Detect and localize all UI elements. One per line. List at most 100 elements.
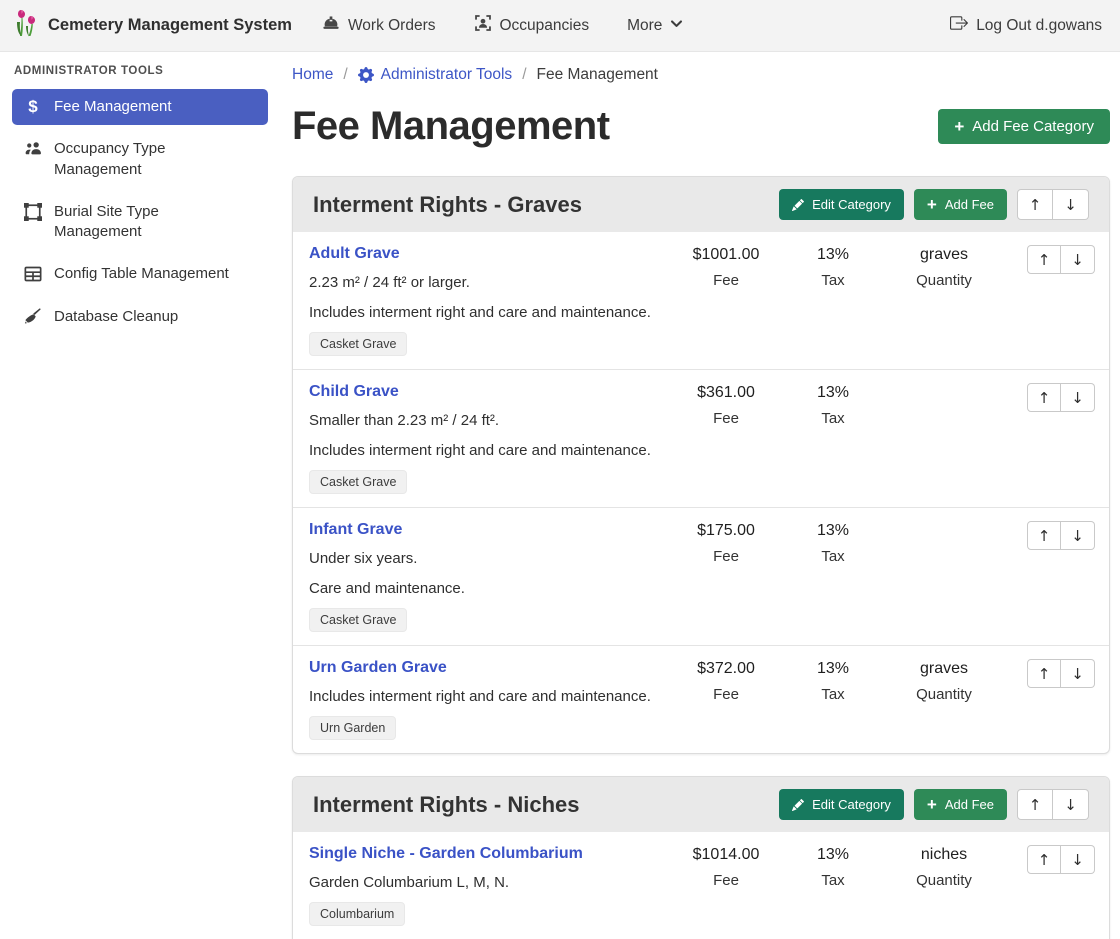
- fee-amount: $1001.00: [671, 246, 781, 264]
- fee-tag: Columbarium: [309, 902, 405, 926]
- breadcrumb-home-link[interactable]: Home: [292, 66, 333, 84]
- category-move-group: ↑ ↓: [1017, 789, 1089, 820]
- arrow-down-icon: ↓: [1071, 527, 1084, 545]
- add-fee-button[interactable]: + Add Fee: [914, 789, 1007, 820]
- sidebar-item-occupancy-type-management[interactable]: Occupancy Type Management: [12, 131, 268, 188]
- arrow-up-icon: ↑: [1029, 796, 1042, 814]
- move-fee-down-button[interactable]: ↓: [1061, 383, 1095, 412]
- nav-item-more[interactable]: More: [627, 17, 683, 35]
- fee-description: Includes interment right and care and ma…: [309, 686, 665, 707]
- edit-category-button[interactable]: Edit Category: [779, 189, 904, 220]
- category-title: Interment Rights - Graves: [313, 192, 769, 218]
- move-category-down-button[interactable]: ↓: [1053, 789, 1089, 820]
- move-fee-down-button[interactable]: ↓: [1061, 521, 1095, 550]
- fee-amount-label: Fee: [671, 872, 781, 889]
- logout-label: Log Out d.gowans: [976, 17, 1102, 35]
- tax-cell: 13% Tax: [787, 245, 879, 289]
- breadcrumb-admin-tools-link[interactable]: Administrator Tools: [358, 66, 513, 84]
- fee-row: Infant Grave Under six years.Care and ma…: [293, 507, 1109, 645]
- plus-icon: +: [927, 198, 937, 212]
- add-fee-label: Add Fee: [945, 197, 994, 212]
- category-title: Interment Rights - Niches: [313, 792, 769, 818]
- nav-item-occupancies[interactable]: Occupancies: [474, 14, 590, 37]
- tax-value: 13%: [787, 384, 879, 402]
- fee-amount-cell: $372.00 Fee: [671, 659, 781, 703]
- users-icon: [22, 139, 44, 157]
- fee-name-link[interactable]: Adult Grave: [309, 245, 400, 263]
- table-icon: [22, 264, 44, 283]
- fee-name-link[interactable]: Single Niche - Garden Columbarium: [309, 845, 583, 863]
- fee-description: Garden Columbarium L, M, N.: [309, 872, 665, 893]
- fee-name-link[interactable]: Urn Garden Grave: [309, 659, 447, 677]
- nav-item-label: Work Orders: [348, 17, 436, 35]
- fee-description: Care and maintenance.: [309, 578, 665, 599]
- arrow-up-icon: ↑: [1038, 851, 1051, 869]
- nav-item-work-orders[interactable]: Work Orders: [322, 14, 436, 37]
- arrow-down-icon: ↓: [1071, 389, 1084, 407]
- move-fee-down-button[interactable]: ↓: [1061, 659, 1095, 688]
- tax-label: Tax: [787, 272, 879, 289]
- fee-amount-cell: $1014.00 Fee: [671, 845, 781, 889]
- tax-cell: 13% Tax: [787, 659, 879, 703]
- sidebar: ADMINISTRATOR TOOLS $ Fee Management Occ…: [0, 52, 280, 341]
- quantity-cell: graves Quantity: [885, 245, 1003, 289]
- edit-category-label: Edit Category: [812, 197, 891, 212]
- fee-amount-label: Fee: [671, 686, 781, 703]
- sidebar-item-fee-management[interactable]: $ Fee Management: [12, 89, 268, 125]
- move-fee-down-button[interactable]: ↓: [1061, 845, 1095, 874]
- breadcrumb-admin-tools-label: Administrator Tools: [381, 66, 513, 84]
- fee-name-link[interactable]: Infant Grave: [309, 521, 402, 539]
- sidebar-item-burial-site-type-management[interactable]: Burial Site Type Management: [12, 194, 268, 251]
- add-fee-button[interactable]: + Add Fee: [914, 189, 1007, 220]
- dollar-icon: $: [22, 97, 44, 115]
- breadcrumb: Home / Administrator Tools / Fee Managem…: [292, 66, 1110, 84]
- fee-amount: $1014.00: [671, 846, 781, 864]
- move-fee-up-button[interactable]: ↑: [1027, 383, 1061, 412]
- move-fee-down-button[interactable]: ↓: [1061, 245, 1095, 274]
- move-fee-up-button[interactable]: ↑: [1027, 521, 1061, 550]
- fee-description: Includes interment right and care and ma…: [309, 440, 665, 461]
- tax-label: Tax: [787, 872, 879, 889]
- move-category-up-button[interactable]: ↑: [1017, 189, 1053, 220]
- move-fee-up-button[interactable]: ↑: [1027, 659, 1061, 688]
- gear-icon: [358, 67, 374, 83]
- breadcrumb-separator: /: [343, 66, 347, 84]
- quantity-cell: niches Quantity: [885, 845, 1003, 889]
- move-fee-up-button[interactable]: ↑: [1027, 245, 1061, 274]
- quantity-cell: graves Quantity: [885, 659, 1003, 703]
- main-content: Home / Administrator Tools / Fee Managem…: [280, 52, 1120, 939]
- fee-row: Child Grave Smaller than 2.23 m² / 24 ft…: [293, 369, 1109, 507]
- edit-category-label: Edit Category: [812, 797, 891, 812]
- fee-description: 2.23 m² / 24 ft² or larger.: [309, 272, 665, 293]
- fee-amount-cell: $175.00 Fee: [671, 521, 781, 565]
- add-fee-label: Add Fee: [945, 797, 994, 812]
- tax-cell: 13% Tax: [787, 845, 879, 889]
- fee-list: Single Niche - Garden Columbarium Garden…: [293, 832, 1109, 939]
- navbar-links: Work Orders Occupancies More: [322, 14, 684, 37]
- fee-info-cell: Adult Grave 2.23 m² / 24 ft² or larger.I…: [309, 245, 665, 356]
- logout-link[interactable]: Log Out d.gowans: [950, 14, 1102, 37]
- fee-list: Adult Grave 2.23 m² / 24 ft² or larger. I…: [293, 232, 1109, 753]
- fee-info-cell: Urn Garden Grave Includes interment righ…: [309, 659, 665, 740]
- logout-icon: [950, 14, 968, 37]
- arrow-up-icon: ↑: [1038, 527, 1051, 545]
- fee-amount-cell: $1001.00 Fee: [671, 245, 781, 289]
- quantity-label: Quantity: [885, 686, 1003, 703]
- sidebar-item-database-cleanup[interactable]: Database Cleanup: [12, 299, 268, 335]
- fee-row: Single Niche - Garden Columbarium Garden…: [293, 832, 1109, 939]
- move-category-up-button[interactable]: ↑: [1017, 789, 1053, 820]
- fee-info-cell: Child Grave Smaller than 2.23 m² / 24 ft…: [309, 383, 665, 494]
- add-fee-category-button[interactable]: + Add Fee Category: [938, 109, 1110, 144]
- tax-value: 13%: [787, 522, 879, 540]
- chevron-down-icon: [670, 17, 683, 35]
- move-category-down-button[interactable]: ↓: [1053, 189, 1089, 220]
- fee-info-cell: Infant Grave Under six years.Care and ma…: [309, 521, 665, 632]
- sidebar-heading: ADMINISTRATOR TOOLS: [14, 65, 268, 77]
- tax-cell: 13% Tax: [787, 521, 879, 565]
- hard-hat-icon: [322, 14, 340, 37]
- move-fee-up-button[interactable]: ↑: [1027, 845, 1061, 874]
- fee-name-link[interactable]: Child Grave: [309, 383, 399, 401]
- person-frame-icon: [474, 14, 492, 37]
- sidebar-item-config-table-management[interactable]: Config Table Management: [12, 256, 268, 292]
- edit-category-button[interactable]: Edit Category: [779, 789, 904, 820]
